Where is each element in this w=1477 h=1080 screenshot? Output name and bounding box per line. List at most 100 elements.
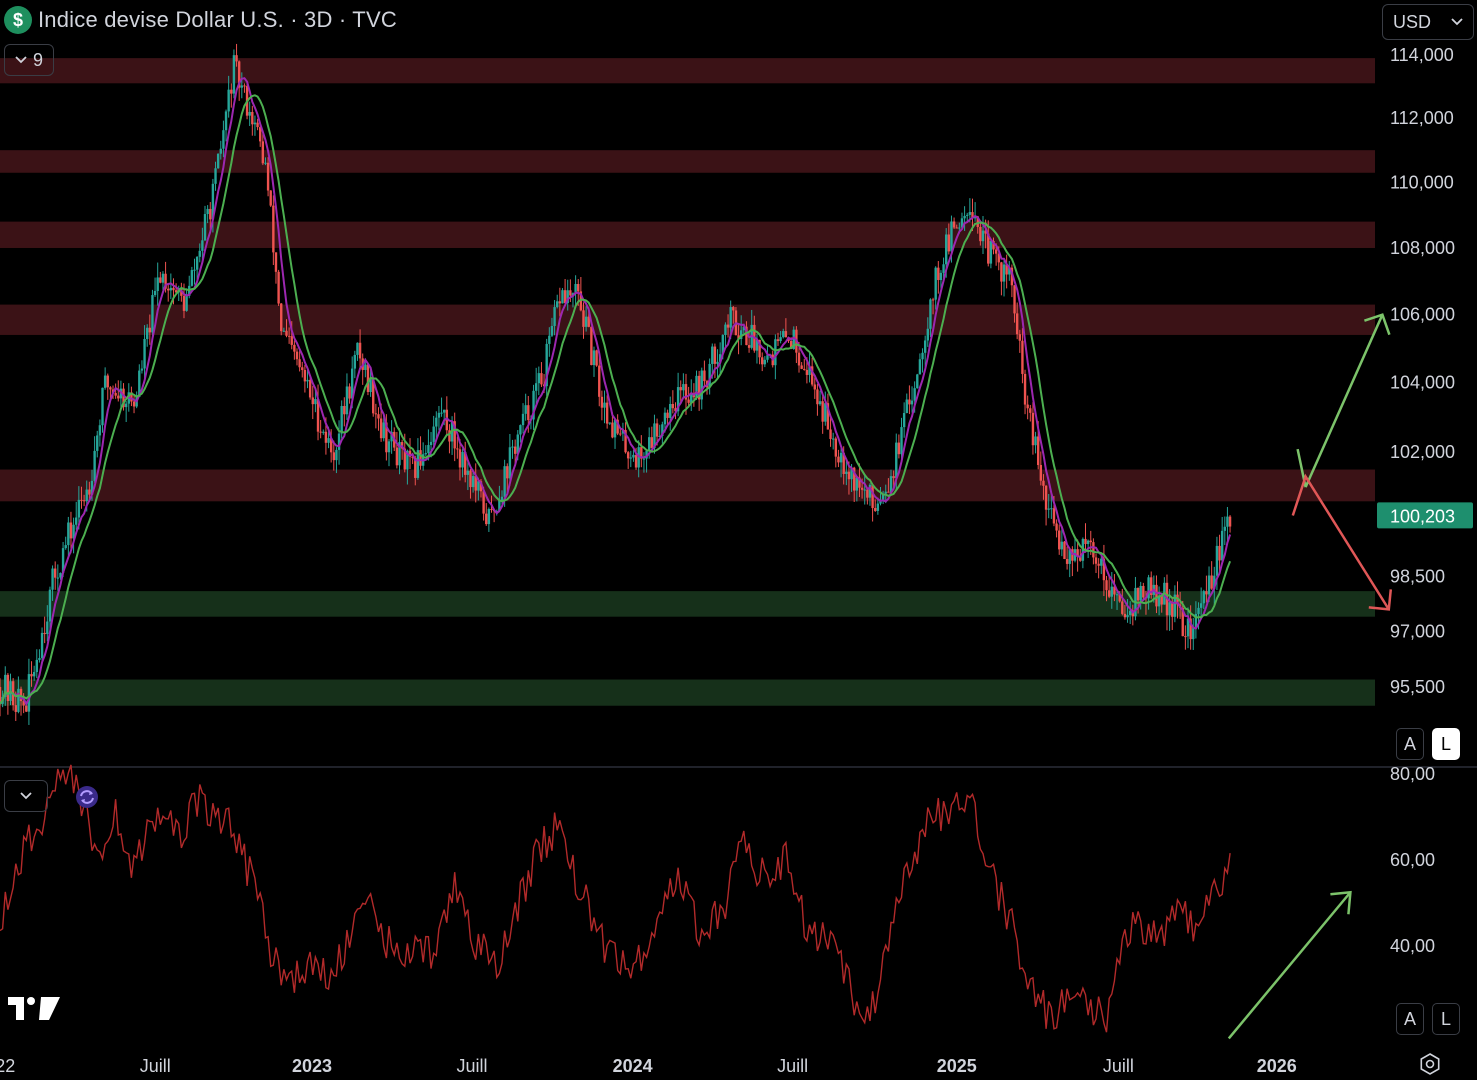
candle-body xyxy=(611,422,614,438)
candle-body xyxy=(987,233,990,264)
symbol-title[interactable]: Indice devise Dollar U.S. · 3D · TVC xyxy=(38,7,397,32)
currency-label: USD xyxy=(1393,11,1432,32)
candle-body xyxy=(755,339,759,351)
candle-body xyxy=(301,367,304,370)
candle-body xyxy=(48,589,52,622)
candle-body xyxy=(1060,541,1064,550)
candle-body xyxy=(461,451,464,468)
candle-body xyxy=(897,442,901,455)
candle-body xyxy=(306,379,309,382)
candle-body xyxy=(14,705,17,712)
candle-body xyxy=(934,267,937,300)
candle-body xyxy=(1121,601,1124,614)
candle-body xyxy=(926,328,930,341)
candle-body xyxy=(506,466,509,479)
candle-body xyxy=(669,403,672,418)
candle-body xyxy=(148,327,152,333)
candle-body xyxy=(132,401,136,407)
candle-body xyxy=(784,331,788,338)
candle-body xyxy=(582,310,585,327)
bullish-arrow xyxy=(1304,314,1384,488)
oscillator-collapse-button[interactable] xyxy=(4,780,48,812)
price-tick-label: 97,000 xyxy=(1390,621,1445,641)
candle-body xyxy=(269,190,272,206)
candle-body xyxy=(716,361,719,364)
sync-icon[interactable] xyxy=(74,784,100,810)
candle-body xyxy=(322,431,325,433)
candle-body xyxy=(140,368,144,371)
settings-gear-icon[interactable] xyxy=(1418,1052,1442,1076)
candle-body xyxy=(553,307,556,326)
candle-body xyxy=(556,301,559,308)
candle-body xyxy=(172,287,175,291)
candle-body xyxy=(1021,340,1024,374)
candle-body xyxy=(240,85,244,88)
candle-body xyxy=(456,448,459,450)
candle-body xyxy=(466,470,470,475)
candle-body xyxy=(976,216,979,227)
candle-body xyxy=(440,412,443,414)
candle-body xyxy=(858,477,861,488)
candle-body xyxy=(156,277,159,291)
candle-body xyxy=(32,672,36,677)
candle-body xyxy=(311,397,314,405)
price-tick-label: 98,500 xyxy=(1390,567,1445,587)
candle-body xyxy=(584,316,588,327)
candle-body xyxy=(650,437,654,448)
candle-body xyxy=(931,299,935,301)
candle-body xyxy=(879,500,882,504)
candle-body xyxy=(713,346,717,364)
time-tick-label: Juill xyxy=(777,1056,808,1076)
candle-body xyxy=(624,430,627,453)
candle-body xyxy=(889,476,893,493)
indicators-toggle[interactable]: 9 xyxy=(4,44,54,76)
osc-log-scale-button[interactable]: L xyxy=(1432,1003,1460,1035)
price-tick-label: 114,000 xyxy=(1390,45,1454,65)
candle-body xyxy=(390,431,393,442)
candle-body xyxy=(432,426,435,442)
candle-body xyxy=(387,441,391,453)
candle-body xyxy=(603,402,606,408)
price-auto-scale-button[interactable]: A xyxy=(1396,728,1424,760)
candle-body xyxy=(1084,538,1087,545)
candle-body xyxy=(524,405,527,414)
candle-body xyxy=(75,517,78,525)
candle-body xyxy=(335,449,338,461)
candle-body xyxy=(981,230,985,242)
candle-body xyxy=(0,687,2,704)
candle-body xyxy=(527,405,530,421)
currency-select[interactable]: USD xyxy=(1382,4,1474,40)
chart-header: $ Indice devise Dollar U.S. · 3D · TVC xyxy=(4,4,397,36)
candle-body xyxy=(1157,595,1161,607)
candle-body xyxy=(979,226,982,242)
candle-body xyxy=(424,453,427,455)
candle-body xyxy=(577,283,580,292)
candle-body xyxy=(1107,590,1111,597)
candle-body xyxy=(96,435,99,451)
time-tick-label: Juill xyxy=(456,1056,487,1076)
candle-body xyxy=(416,450,420,478)
candle-body xyxy=(151,295,154,333)
candle-body xyxy=(1202,591,1205,604)
price-log-scale-button[interactable]: L xyxy=(1432,728,1460,760)
osc-auto-scale-button[interactable]: A xyxy=(1396,1003,1424,1035)
candle-body xyxy=(640,447,643,459)
candle-body xyxy=(293,344,296,352)
candle-body xyxy=(427,445,430,454)
time-tick-label: 2023 xyxy=(292,1056,332,1076)
candle-body xyxy=(1092,542,1095,558)
candle-body xyxy=(566,290,569,304)
candle-body xyxy=(845,471,848,474)
candle-body xyxy=(503,466,506,497)
candle-body xyxy=(406,450,409,470)
candle-body xyxy=(598,365,601,397)
candle-body xyxy=(1031,412,1035,446)
candle-body xyxy=(4,674,7,697)
candle-body xyxy=(887,491,890,493)
candle-body xyxy=(1036,436,1040,465)
candle-body xyxy=(1207,575,1211,595)
candle-body xyxy=(1115,594,1119,596)
candle-body xyxy=(130,392,133,402)
candle-body xyxy=(952,221,956,228)
